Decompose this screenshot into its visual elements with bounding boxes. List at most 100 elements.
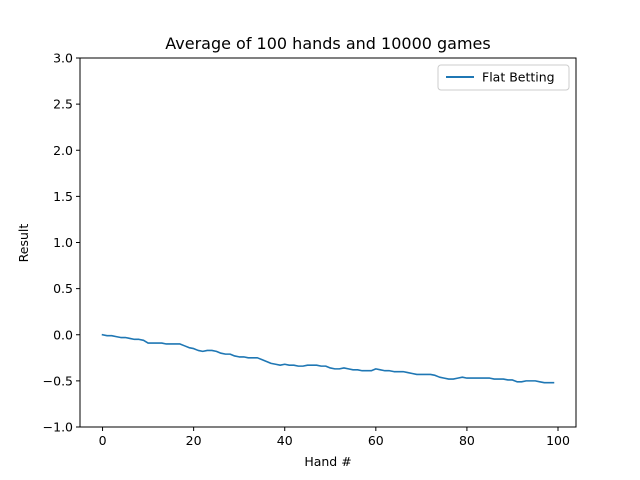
data-point — [197, 350, 199, 352]
data-point — [380, 369, 382, 371]
data-point — [102, 334, 104, 336]
x-tick-label: 80 — [459, 433, 475, 448]
legend-label: Flat Betting — [482, 70, 555, 85]
data-point — [156, 342, 158, 344]
data-point — [307, 364, 309, 366]
data-point — [534, 380, 536, 382]
data-point — [457, 377, 459, 379]
data-point — [216, 351, 218, 353]
y-tick-label: 1.0 — [53, 235, 73, 250]
y-tick-label: 0.5 — [53, 281, 73, 296]
data-point — [207, 350, 209, 352]
data-point — [334, 368, 336, 370]
data-point — [503, 378, 505, 380]
data-point — [115, 336, 117, 338]
data-point — [425, 374, 427, 376]
data-point — [348, 368, 350, 370]
data-point — [243, 356, 245, 358]
y-tick-label: 2.5 — [53, 97, 73, 112]
data-point — [530, 380, 532, 382]
data-point — [211, 350, 213, 352]
x-tick-label: 0 — [99, 433, 107, 448]
data-point — [480, 377, 482, 379]
data-point — [161, 342, 163, 344]
data-point — [179, 343, 181, 345]
y-tick-label: 2.0 — [53, 143, 73, 158]
data-point — [361, 370, 363, 372]
data-point — [539, 381, 541, 383]
data-point — [225, 353, 227, 355]
y-tick-label: −1.0 — [43, 420, 73, 435]
data-point — [220, 352, 222, 354]
data-point — [175, 343, 177, 345]
data-point — [493, 378, 495, 380]
data-point — [202, 351, 204, 353]
data-point — [384, 370, 386, 372]
data-point — [416, 374, 418, 376]
data-point — [152, 342, 154, 344]
data-point — [266, 361, 268, 363]
y-tick-label: 0.0 — [53, 327, 73, 342]
data-point — [252, 357, 254, 359]
data-point — [125, 337, 127, 339]
data-point — [275, 363, 277, 365]
data-point — [434, 375, 436, 377]
data-point — [325, 365, 327, 367]
data-point — [257, 357, 259, 359]
data-point — [270, 363, 272, 365]
data-point — [516, 381, 518, 383]
data-point — [138, 339, 140, 341]
data-point — [166, 343, 168, 345]
data-point — [512, 379, 514, 381]
data-point — [302, 365, 304, 367]
data-point — [134, 339, 136, 341]
data-point — [111, 335, 113, 337]
data-point — [129, 338, 131, 340]
data-point — [407, 372, 409, 374]
y-tick-label: 3.0 — [53, 51, 73, 66]
data-point — [402, 371, 404, 373]
data-point — [389, 370, 391, 372]
data-point — [106, 335, 108, 337]
series-line-flat-betting — [101, 333, 555, 384]
data-point — [316, 364, 318, 366]
data-point — [521, 381, 523, 383]
y-tick-label: −0.5 — [43, 373, 73, 388]
data-point — [320, 365, 322, 367]
data-point — [553, 382, 555, 384]
data-point — [279, 364, 281, 366]
data-point — [188, 347, 190, 349]
data-point — [393, 371, 395, 373]
data-point — [548, 382, 550, 384]
data-point — [298, 365, 300, 367]
data-point — [284, 363, 286, 365]
data-point — [421, 374, 423, 376]
data-point — [147, 342, 149, 344]
data-point — [329, 367, 331, 369]
data-point — [452, 378, 454, 380]
legend-box — [437, 64, 570, 91]
data-point — [352, 369, 354, 371]
y-axis: −1.0 −0.5 0.0 0.5 1.0 1.5 2.0 2.5 3.0 — [43, 51, 80, 435]
y-axis-label: Result — [16, 224, 31, 263]
data-point — [184, 345, 186, 347]
data-point — [498, 378, 500, 380]
data-point — [370, 370, 372, 372]
data-point — [466, 377, 468, 379]
data-point — [143, 339, 145, 341]
data-point — [430, 374, 432, 376]
x-tick-label: 100 — [546, 433, 570, 448]
data-point — [439, 376, 441, 378]
data-point — [443, 377, 445, 379]
data-point — [471, 377, 473, 379]
data-point — [375, 368, 377, 370]
y-tick-label: 1.5 — [53, 189, 73, 204]
data-point — [238, 356, 240, 358]
data-point — [288, 364, 290, 366]
data-point — [462, 376, 464, 378]
data-point — [475, 377, 477, 379]
data-point — [544, 382, 546, 384]
data-point — [357, 369, 359, 371]
data-point — [229, 353, 231, 355]
